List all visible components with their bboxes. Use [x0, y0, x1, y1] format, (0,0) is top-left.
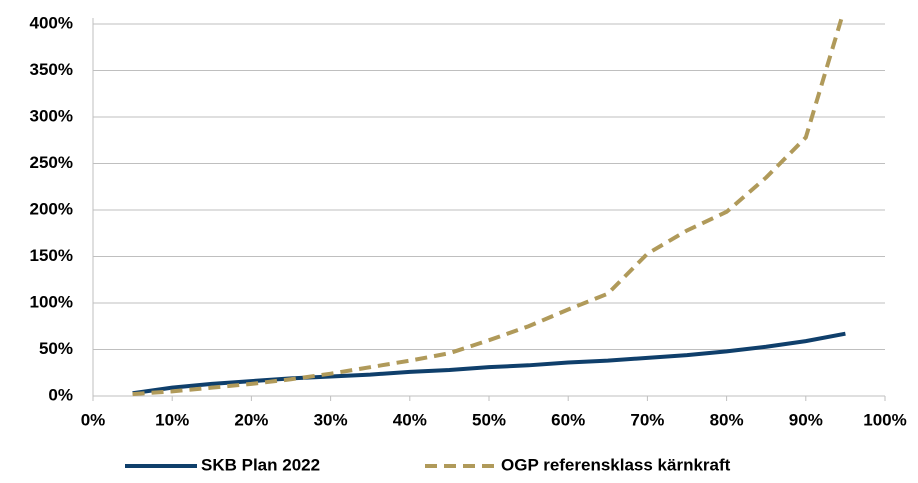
x-tick-label: 20% [234, 410, 268, 429]
y-tick-label: 50% [39, 339, 73, 358]
x-tick-label: 50% [472, 410, 506, 429]
x-tick-label: 100% [863, 410, 906, 429]
legend-label: OGP referensklass kärnkraft [501, 455, 731, 474]
x-tick-label: 70% [630, 410, 664, 429]
x-tick-label: 40% [393, 410, 427, 429]
x-tick-label: 30% [314, 410, 348, 429]
x-tick-label: 90% [789, 410, 823, 429]
series-line [132, 331, 846, 396]
x-tick-label: 10% [155, 410, 189, 429]
y-tick-label: 300% [30, 106, 73, 125]
y-tick-label: 400% [30, 13, 73, 32]
y-tick-label: 350% [30, 60, 73, 79]
series-line [132, 18, 844, 397]
y-tick-label: 200% [30, 199, 73, 218]
y-tick-label: 0% [48, 385, 73, 404]
x-tick-label: 80% [710, 410, 744, 429]
y-tick-label: 150% [30, 246, 73, 265]
x-tick-label: 0% [81, 410, 106, 429]
y-tick-label: 250% [30, 153, 73, 172]
legend-label: SKB Plan 2022 [201, 455, 320, 474]
x-tick-label: 60% [551, 410, 585, 429]
y-tick-label: 100% [30, 292, 73, 311]
